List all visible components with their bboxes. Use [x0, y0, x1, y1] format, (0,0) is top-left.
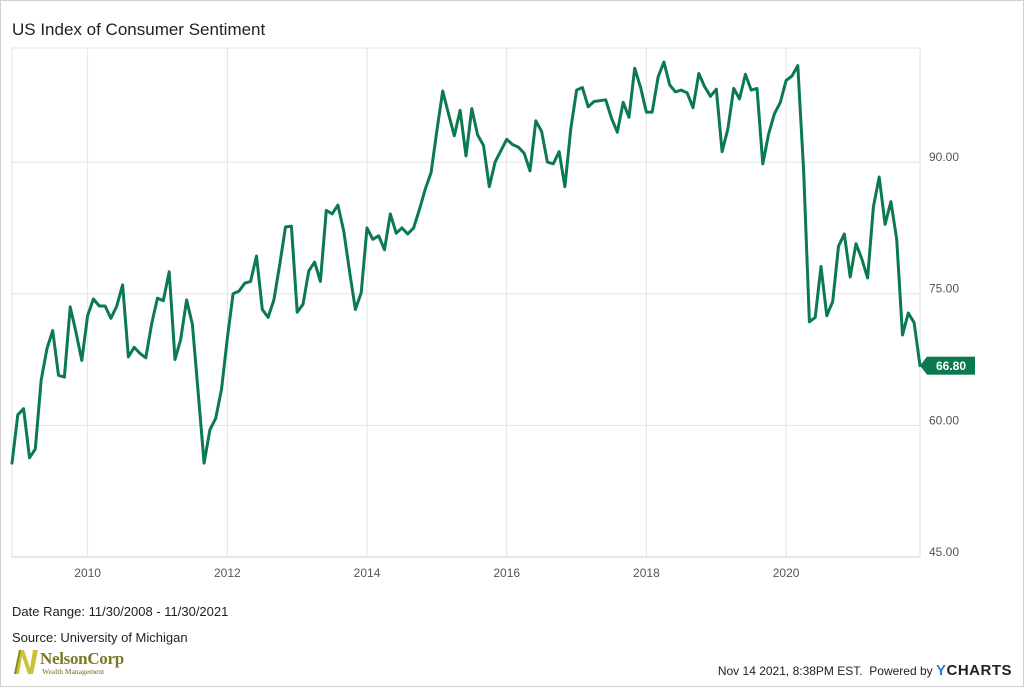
- footer: Nov 14 2021, 8:38PM EST. Powered by YCHA…: [718, 662, 1012, 679]
- x-tick-label: 2018: [633, 566, 660, 580]
- logo-subtitle: Wealth Management: [42, 667, 105, 676]
- last-value-box: [927, 356, 975, 375]
- chart-plot: 2010 2012 2014 2016 2018 2020 45.00 60.00 75.00 9…: [10, 47, 975, 580]
- nelsoncorp-logo-icon: [14, 650, 38, 674]
- ycharts-logo-y: Y: [935, 662, 947, 679]
- x-tick-label: 2012: [214, 566, 241, 580]
- timestamp: Nov 14 2021, 8:38PM EST.: [717, 664, 863, 678]
- date-range: Date Range: 11/30/2008 - 11/30/2021: [12, 604, 229, 619]
- y-tick-label: 60.00: [929, 413, 959, 427]
- x-tick-label: 2010: [74, 566, 101, 580]
- y-tick-label: 75.00: [929, 282, 959, 296]
- last-value-label: 66.80: [936, 359, 966, 373]
- ycharts-logo[interactable]: YCHARTS: [936, 662, 1012, 679]
- x-tick-label: 2014: [354, 566, 381, 580]
- last-value-marker: 66.80: [920, 356, 975, 375]
- chart-title: US Index of Consumer Sentiment: [12, 20, 266, 39]
- powered-by-label: Powered by: [869, 664, 933, 678]
- x-tick-label: 2020: [773, 566, 800, 580]
- x-tick-label: 2016: [493, 566, 520, 580]
- source-note: Source: University of Michigan: [12, 630, 188, 645]
- logo-name: NelsonCorp: [40, 649, 124, 668]
- nelsoncorp-logo: NelsonCorp Wealth Management: [12, 648, 152, 678]
- y-tick-label: 90.00: [929, 150, 959, 164]
- series-line: [10, 60, 922, 465]
- y-tick-label: 45.00: [929, 545, 959, 559]
- ycharts-logo-text: CHARTS: [946, 662, 1012, 679]
- last-value-arrow: [920, 356, 927, 375]
